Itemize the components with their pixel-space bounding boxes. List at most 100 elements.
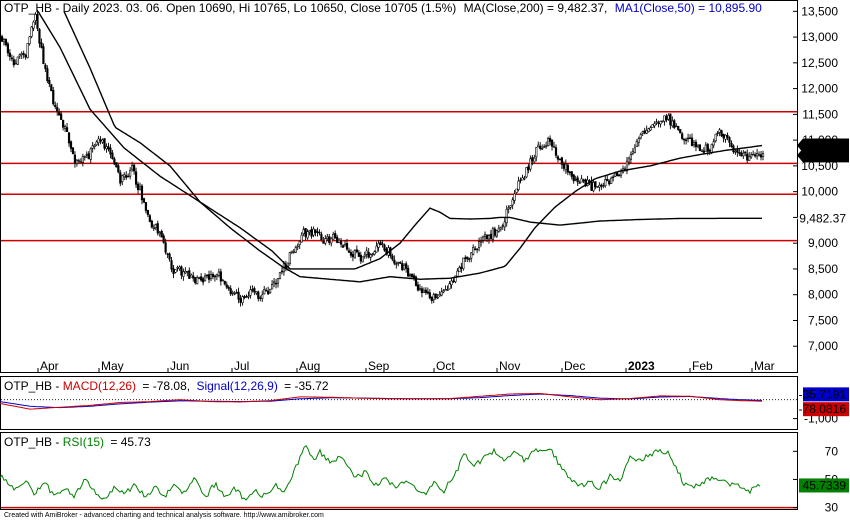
- candle-body: [397, 262, 400, 264]
- price-ytick-label: 12,000: [801, 82, 838, 96]
- price-candle: [6, 41, 10, 57]
- price-candle: [679, 129, 682, 134]
- price-candle: [669, 113, 672, 130]
- candle-body: [393, 259, 396, 264]
- candle-body: [357, 252, 360, 257]
- candle-body: [312, 228, 315, 236]
- rsi-value: = 45.73: [110, 435, 151, 449]
- candle-body: [673, 120, 676, 128]
- candle-body: [444, 289, 447, 291]
- candle-body: [150, 220, 153, 228]
- price-candle: [675, 123, 678, 128]
- candle-body: [379, 242, 382, 246]
- price-candle: [81, 153, 84, 167]
- price-candle: [123, 172, 126, 181]
- candle-body: [517, 180, 520, 190]
- price-candle: [2, 37, 6, 46]
- candle-body: [606, 178, 609, 182]
- price-candle: [375, 241, 378, 253]
- price-candle: [704, 142, 707, 152]
- price-candle: [109, 144, 112, 159]
- rsi-pane[interactable]: [0, 432, 798, 510]
- candle-body: [552, 146, 556, 148]
- price-candle: [373, 250, 376, 256]
- candle-body: [178, 266, 181, 270]
- candle-body: [213, 275, 217, 278]
- candle-body: [464, 257, 467, 259]
- candle-body: [572, 174, 575, 182]
- price-pane[interactable]: [0, 0, 798, 373]
- candle-body: [28, 36, 31, 45]
- candle-body: [69, 141, 73, 149]
- price-candle: [426, 287, 429, 295]
- candle-body: [233, 293, 236, 295]
- price-candle: [52, 86, 55, 106]
- price-candle: [535, 147, 538, 162]
- price-candle: [347, 247, 351, 253]
- candle-body: [292, 251, 295, 253]
- price-candle: [343, 240, 347, 247]
- candle-body: [675, 125, 678, 128]
- price-candle: [529, 155, 532, 172]
- price-candle: [34, 12, 37, 25]
- macd-line: [0, 393, 763, 410]
- price-candle: [251, 285, 254, 293]
- price-candle: [14, 59, 17, 65]
- price-candle: [91, 141, 94, 153]
- price-candle: [633, 144, 636, 154]
- price-candle: [105, 143, 108, 153]
- price-candle: [598, 182, 601, 192]
- candle-body: [237, 291, 240, 300]
- candle-body: [192, 275, 195, 279]
- ma50-label: MA1(Close,50) = 10,895.90: [615, 1, 762, 15]
- candle-body: [6, 43, 10, 54]
- price-candle: [131, 161, 134, 172]
- price-candle: [328, 234, 331, 246]
- signal-value-tag-text: -35.7191: [799, 387, 847, 401]
- candle-body: [40, 42, 43, 48]
- candle-body: [20, 53, 23, 56]
- candle-body: [418, 288, 422, 291]
- price-candle: [62, 119, 65, 131]
- rsi-header: OTP_HB - RSI(15) = 45.73: [4, 435, 151, 449]
- price-candle: [659, 120, 662, 128]
- price-candle: [663, 115, 666, 126]
- price-candle: [357, 249, 360, 257]
- candle-body: [724, 134, 727, 140]
- price-candle: [438, 291, 441, 297]
- price-candle: [77, 158, 80, 164]
- price-candle: [217, 268, 220, 278]
- price-candle: [265, 287, 268, 292]
- candle-body: [752, 153, 755, 156]
- candle-body: [164, 242, 167, 253]
- price-ytick-label: 9,000: [808, 236, 838, 250]
- candle-body: [58, 112, 61, 116]
- price-candle: [468, 257, 471, 263]
- candle-body: [681, 133, 684, 139]
- price-candle: [700, 149, 703, 152]
- price-candle: [24, 53, 27, 60]
- price-candle: [249, 285, 252, 299]
- last-close-tag-text: 10,705: [809, 148, 846, 162]
- candle-body: [125, 175, 128, 178]
- candle-body: [326, 236, 329, 240]
- candle-body: [115, 162, 118, 168]
- candle-body: [353, 250, 356, 259]
- candle-body: [499, 227, 502, 230]
- price-candle: [215, 273, 218, 281]
- price-candle: [255, 291, 258, 296]
- price-candle: [336, 234, 339, 244]
- price-candle: [545, 141, 548, 149]
- candle-body: [296, 245, 299, 248]
- price-candle: [513, 190, 516, 204]
- price-candle: [734, 149, 737, 155]
- candle-body: [363, 254, 366, 257]
- candle-body: [391, 255, 394, 260]
- price-candle: [556, 155, 560, 163]
- price-ytick-label: 7,000: [808, 339, 838, 353]
- candle-body: [196, 277, 199, 285]
- price-candle: [606, 175, 609, 182]
- candle-body: [18, 54, 21, 57]
- price-candle: [308, 229, 311, 236]
